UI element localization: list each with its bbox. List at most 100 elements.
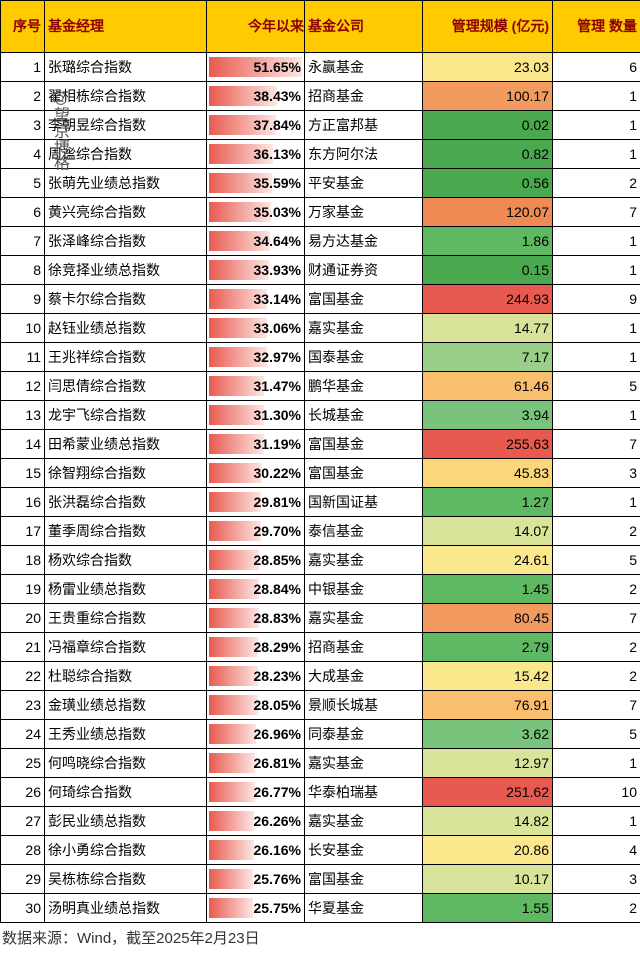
cell-aum: 1.27 xyxy=(423,488,553,517)
cell-ytd: 35.59% xyxy=(207,169,305,198)
cell-aum: 1.86 xyxy=(423,227,553,256)
cell-manager: 赵钰业绩总指数 xyxy=(45,314,207,343)
cell-aum: 100.17 xyxy=(423,82,553,111)
cell-company: 大成基金 xyxy=(305,662,423,691)
cell-aum: 0.02 xyxy=(423,111,553,140)
table-row: 17董季周综合指数29.70%泰信基金14.072 xyxy=(1,517,640,546)
cell-ytd: 25.75% xyxy=(207,894,305,923)
cell-count: 10 xyxy=(553,778,640,807)
cell-company: 嘉实基金 xyxy=(305,807,423,836)
cell-manager: 何琦综合指数 xyxy=(45,778,207,807)
cell-company: 富国基金 xyxy=(305,459,423,488)
cell-count: 1 xyxy=(553,401,640,430)
cell-aum: 0.82 xyxy=(423,140,553,169)
cell-company: 国新国证基 xyxy=(305,488,423,517)
table-row: 23金璜业绩总指数28.05%景顺长城基76.917 xyxy=(1,691,640,720)
cell-manager: 金璜业绩总指数 xyxy=(45,691,207,720)
cell-ytd: 28.05% xyxy=(207,691,305,720)
table-body: 1张璐综合指数51.65%永赢基金23.0362翟相栋综合指数38.43%招商基… xyxy=(1,53,640,923)
cell-ytd: 33.06% xyxy=(207,314,305,343)
cell-seq: 10 xyxy=(1,314,45,343)
cell-ytd: 29.81% xyxy=(207,488,305,517)
cell-manager: 张泽峰综合指数 xyxy=(45,227,207,256)
cell-aum: 45.83 xyxy=(423,459,553,488)
cell-aum: 24.61 xyxy=(423,546,553,575)
cell-count: 7 xyxy=(553,691,640,720)
table-row: 14田希蒙业绩总指数31.19%富国基金255.637 xyxy=(1,430,640,459)
cell-seq: 13 xyxy=(1,401,45,430)
cell-aum: 251.62 xyxy=(423,778,553,807)
cell-manager: 汤明真业绩总指数 xyxy=(45,894,207,923)
cell-seq: 16 xyxy=(1,488,45,517)
cell-count: 1 xyxy=(553,314,640,343)
cell-company: 中银基金 xyxy=(305,575,423,604)
cell-company: 嘉实基金 xyxy=(305,314,423,343)
table-row: 11王兆祥综合指数32.97%国泰基金7.171 xyxy=(1,343,640,372)
cell-count: 7 xyxy=(553,198,640,227)
cell-aum: 10.17 xyxy=(423,865,553,894)
cell-ytd: 51.65% xyxy=(207,53,305,82)
cell-count: 1 xyxy=(553,111,640,140)
table-row: 13龙宇飞综合指数31.30%长城基金3.941 xyxy=(1,401,640,430)
cell-seq: 11 xyxy=(1,343,45,372)
fund-manager-table: 序号 基金经理 今年以来 基金公司 管理规模 (亿元) 管理 数量 1张璐综合指… xyxy=(0,0,640,923)
cell-ytd: 31.47% xyxy=(207,372,305,401)
cell-manager: 闫思倩综合指数 xyxy=(45,372,207,401)
cell-aum: 15.42 xyxy=(423,662,553,691)
cell-company: 富国基金 xyxy=(305,865,423,894)
cell-manager: 张萌先业绩总指数 xyxy=(45,169,207,198)
cell-aum: 120.07 xyxy=(423,198,553,227)
cell-company: 平安基金 xyxy=(305,169,423,198)
table-row: 3李朝昱综合指数37.84%方正富邦基0.021 xyxy=(1,111,640,140)
cell-seq: 17 xyxy=(1,517,45,546)
cell-manager: 吴栋栋综合指数 xyxy=(45,865,207,894)
cell-aum: 14.77 xyxy=(423,314,553,343)
cell-manager: 龙宇飞综合指数 xyxy=(45,401,207,430)
cell-manager: 徐小勇综合指数 xyxy=(45,836,207,865)
header-count: 管理 数量 xyxy=(553,1,640,53)
cell-company: 富国基金 xyxy=(305,430,423,459)
cell-count: 6 xyxy=(553,53,640,82)
cell-manager: 何鸣晓综合指数 xyxy=(45,749,207,778)
cell-company: 同泰基金 xyxy=(305,720,423,749)
cell-manager: 杨雷业绩总指数 xyxy=(45,575,207,604)
table-row: 30汤明真业绩总指数25.75%华夏基金1.552 xyxy=(1,894,640,923)
cell-count: 1 xyxy=(553,343,640,372)
cell-count: 2 xyxy=(553,517,640,546)
cell-seq: 23 xyxy=(1,691,45,720)
cell-ytd: 28.84% xyxy=(207,575,305,604)
data-source: 数据来源：Wind，截至2025年2月23日 xyxy=(0,923,640,952)
cell-manager: 周谧综合指数 xyxy=(45,140,207,169)
cell-seq: 26 xyxy=(1,778,45,807)
cell-seq: 6 xyxy=(1,198,45,227)
table-row: 19杨雷业绩总指数28.84%中银基金1.452 xyxy=(1,575,640,604)
cell-seq: 15 xyxy=(1,459,45,488)
table-container: @望京博格 序号 基金经理 今年以来 基金公司 管理规模 (亿元) 管理 数量 … xyxy=(0,0,640,952)
cell-ytd: 28.85% xyxy=(207,546,305,575)
cell-seq: 5 xyxy=(1,169,45,198)
table-row: 5张萌先业绩总指数35.59%平安基金0.562 xyxy=(1,169,640,198)
cell-count: 7 xyxy=(553,604,640,633)
cell-ytd: 30.22% xyxy=(207,459,305,488)
cell-manager: 王兆祥综合指数 xyxy=(45,343,207,372)
cell-count: 1 xyxy=(553,256,640,285)
cell-company: 国泰基金 xyxy=(305,343,423,372)
cell-ytd: 28.29% xyxy=(207,633,305,662)
cell-ytd: 26.16% xyxy=(207,836,305,865)
cell-company: 嘉实基金 xyxy=(305,604,423,633)
cell-company: 长安基金 xyxy=(305,836,423,865)
cell-seq: 21 xyxy=(1,633,45,662)
table-row: 22杜聪综合指数28.23%大成基金15.422 xyxy=(1,662,640,691)
table-row: 26何琦综合指数26.77%华泰柏瑞基251.6210 xyxy=(1,778,640,807)
cell-company: 嘉实基金 xyxy=(305,749,423,778)
cell-count: 2 xyxy=(553,575,640,604)
cell-aum: 20.86 xyxy=(423,836,553,865)
cell-count: 3 xyxy=(553,865,640,894)
cell-seq: 25 xyxy=(1,749,45,778)
cell-count: 1 xyxy=(553,488,640,517)
cell-manager: 王贵重综合指数 xyxy=(45,604,207,633)
cell-seq: 9 xyxy=(1,285,45,314)
cell-manager: 王秀业绩总指数 xyxy=(45,720,207,749)
cell-aum: 80.45 xyxy=(423,604,553,633)
cell-company: 景顺长城基 xyxy=(305,691,423,720)
